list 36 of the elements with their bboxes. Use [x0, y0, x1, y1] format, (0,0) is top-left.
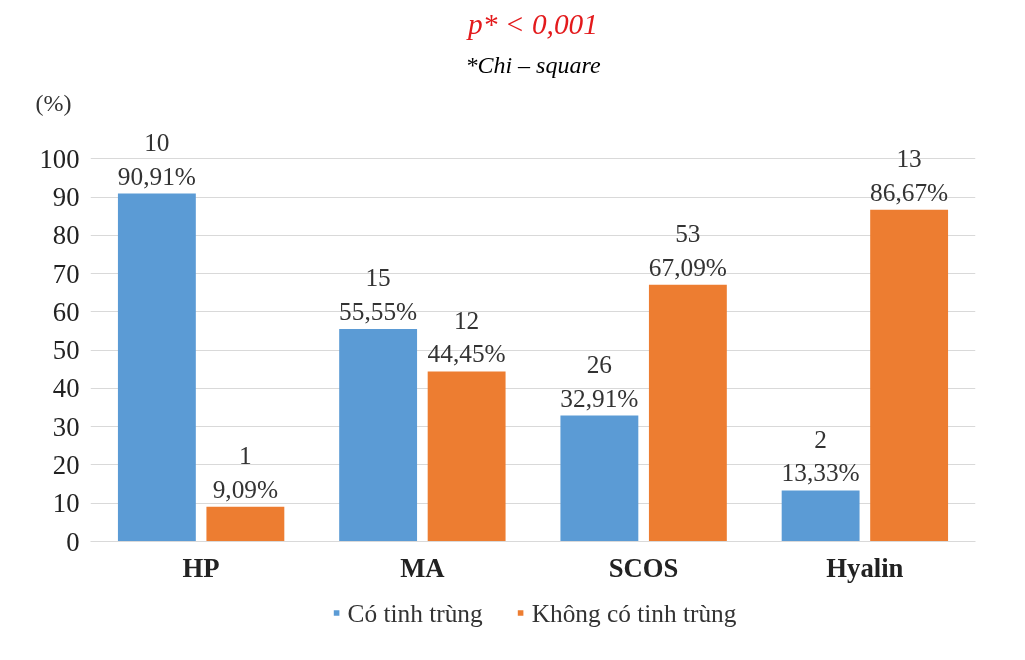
data-label: 15 55,55% — [339, 263, 418, 325]
text: *Chi – square — [465, 51, 601, 78]
data-label: 2 13,33% — [781, 424, 860, 487]
data-label: 12 44,45% — [427, 305, 506, 368]
y-tick-label: 90 — [52, 182, 80, 213]
y-tick-label: 0 — [66, 526, 80, 557]
x-tick-label: SCOS — [608, 552, 679, 583]
y-tick-label: 100 — [39, 143, 80, 174]
bar — [339, 328, 418, 542]
y-tick-label: 50 — [52, 335, 80, 366]
legend-label: Không có tinh trùng — [531, 598, 737, 627]
data-label: 10 90,91% — [117, 127, 196, 190]
data-label: 53 67,09% — [648, 219, 727, 281]
y-tick-label: 70 — [52, 258, 80, 289]
bar — [117, 193, 196, 542]
data-label: 1 9,09% — [212, 441, 279, 503]
text: p* < 0,001 — [466, 7, 598, 40]
y-axis-title: (%) — [35, 89, 72, 116]
bar — [560, 415, 639, 542]
y-tick-label: 60 — [52, 296, 80, 327]
bar — [427, 371, 506, 542]
y-tick-label: 10 — [52, 488, 80, 519]
x-tick-label: Hyalin — [826, 552, 904, 583]
y-tick-label: 40 — [52, 373, 80, 404]
bar — [648, 284, 727, 542]
legend-label: Có tinh trùng — [347, 598, 483, 627]
bar — [781, 490, 860, 542]
y-tick-label: 20 — [52, 449, 80, 480]
y-tick-label: 80 — [52, 220, 80, 251]
bar — [870, 209, 949, 542]
x-tick-label: HP — [182, 552, 220, 583]
y-tick-label: 30 — [52, 411, 80, 442]
data-label: 26 32,91% — [560, 349, 639, 412]
bar — [206, 506, 285, 542]
data-label: 13 86,67% — [870, 144, 949, 206]
x-tick-label: MA — [400, 552, 446, 583]
